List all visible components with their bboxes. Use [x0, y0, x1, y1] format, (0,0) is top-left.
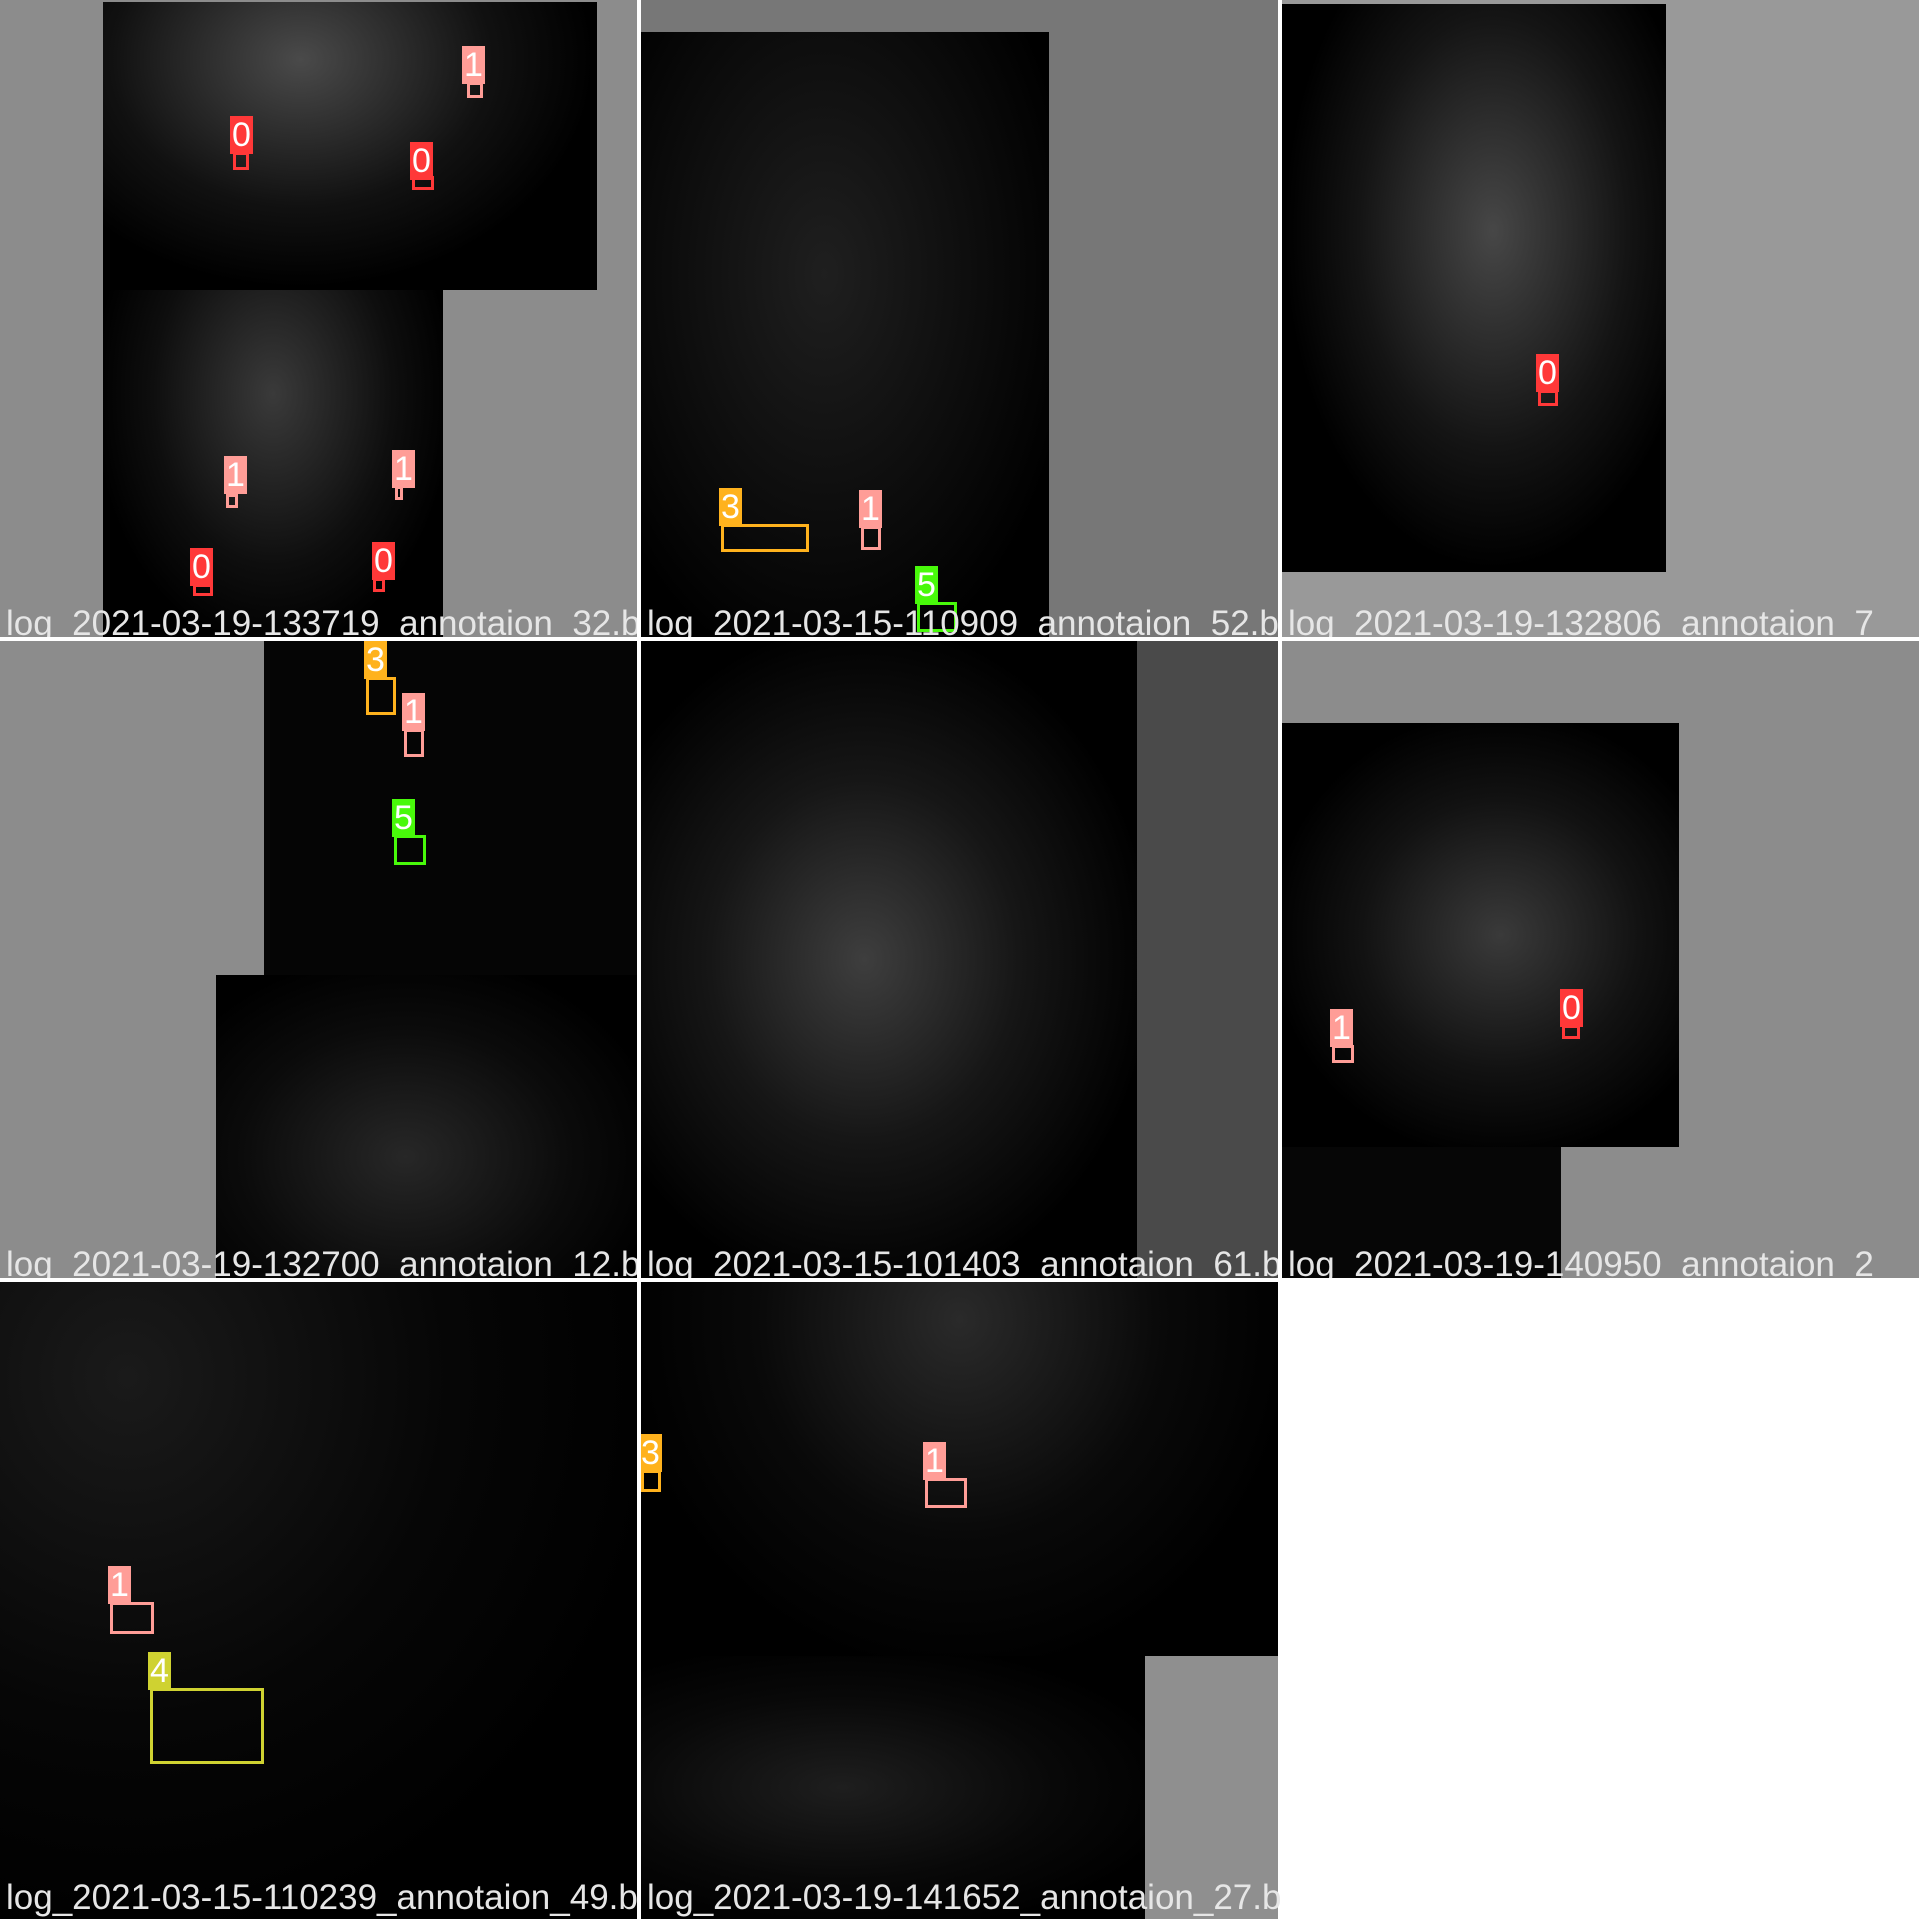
mosaic-tile-5: 1 0 log_2021-03-19-140950_annotaion_2 [1282, 641, 1919, 1278]
mosaic-tile-2: 0 log_2021-03-19-132806_annotaion_7 [1282, 0, 1919, 637]
bbox-class-0 [1538, 390, 1558, 406]
bbox-label: 3 [639, 1434, 662, 1472]
bbox-label: 1 [108, 1566, 131, 1604]
ultrasound-patch [1282, 4, 1666, 572]
ultrasound-patch [641, 1656, 1145, 1919]
mosaic-tile-1: 3 1 5 log_2021-03-15-110909_annotaion_52… [641, 0, 1278, 637]
ultrasound-patch [103, 2, 597, 290]
tile-filename: log_2021-03-19-133719_annotaion_32.bmp [6, 604, 637, 637]
bbox-class-0 [373, 578, 385, 592]
bbox-label: 1 [462, 46, 485, 84]
bbox-class-1 [925, 1478, 967, 1508]
ultrasound-patch [216, 975, 637, 1278]
ultrasound-patch [641, 1282, 1278, 1656]
tile-filename: log_2021-03-15-110239_annotaion_49.bmp [6, 1878, 637, 1917]
mosaic-tile-6: 1 4 log_2021-03-15-110239_annotaion_49.b… [0, 1282, 637, 1919]
bbox-label: 1 [392, 450, 415, 488]
bbox-class-1 [395, 486, 403, 500]
mosaic-tile-3: 3 1 5 log_2021-03-19-132700_annotaion_12… [0, 641, 637, 1278]
bbox-label: 0 [410, 142, 433, 180]
bbox-class-3 [721, 524, 809, 552]
bbox-label: 3 [719, 488, 742, 526]
ultrasound-patch [264, 641, 637, 975]
tile-filename: log_2021-03-19-141652_annotaion_27.bmp [647, 1878, 1331, 1917]
bbox-class-3 [366, 677, 396, 715]
tile-filename: log_2021-03-19-132700_annotaion_12.bmp [6, 1245, 637, 1278]
bbox-label: 1 [1330, 1009, 1353, 1047]
bbox-class-1 [467, 82, 483, 98]
bbox-class-0 [1562, 1025, 1580, 1039]
tile-filename: log_2021-03-15-101403_annotaion_61.bmp [647, 1245, 1278, 1278]
mosaic-tile-4: log_2021-03-15-101403_annotaion_61.bmp [641, 641, 1278, 1278]
bbox-label: 0 [190, 548, 213, 586]
bbox-label: 0 [372, 542, 395, 580]
bbox-class-1 [110, 1602, 154, 1634]
mosaic-tile-7: 3 1 log_2021-03-19-141652_annotaion_27.b… [639, 1282, 1330, 1919]
bbox-class-1 [404, 729, 424, 757]
tile-filename: log_2021-03-15-110909_annotaion_52.bmp [647, 604, 1278, 637]
bbox-label: 5 [915, 566, 938, 604]
bbox-label: 1 [224, 456, 247, 494]
ultrasound-patch [0, 1282, 637, 1919]
grid-line-horizontal [0, 637, 1920, 641]
bbox-label: 0 [1536, 354, 1559, 392]
bbox-label: 1 [923, 1442, 946, 1480]
bbox-label: 1 [402, 693, 425, 731]
bbox-label: 1 [859, 490, 882, 528]
tile-filename: log_2021-03-19-132806_annotaion_7 [1288, 604, 1874, 637]
ultrasound-patch [1282, 1147, 1561, 1278]
bbox-label: 5 [392, 799, 415, 837]
bbox-class-5 [394, 835, 426, 865]
grid-line-vertical [1278, 0, 1282, 1282]
bbox-label: 3 [364, 641, 387, 679]
bbox-class-4 [150, 1688, 264, 1764]
bbox-class-0 [233, 152, 249, 170]
bbox-class-1 [861, 526, 881, 550]
ultrasound-patch [641, 641, 1137, 1278]
bbox-label: 0 [230, 116, 253, 154]
bbox-label: 4 [148, 1652, 171, 1690]
bbox-class-1 [1332, 1045, 1354, 1063]
ultrasound-patch [1282, 723, 1679, 1147]
bbox-class-3 [641, 1470, 661, 1492]
bbox-label: 0 [1560, 989, 1583, 1027]
tile-filename: log_2021-03-19-140950_annotaion_2 [1288, 1245, 1874, 1278]
grid-line-vertical [637, 0, 641, 1920]
ultrasound-patch [641, 32, 1049, 637]
mosaic-tile-0: 0 0 1 1 1 0 0 log_2021-03-19-133719_anno… [0, 0, 637, 637]
grid-line-horizontal [0, 1278, 1920, 1282]
empty-tile [1282, 1282, 1919, 1919]
bbox-class-1 [226, 494, 238, 508]
